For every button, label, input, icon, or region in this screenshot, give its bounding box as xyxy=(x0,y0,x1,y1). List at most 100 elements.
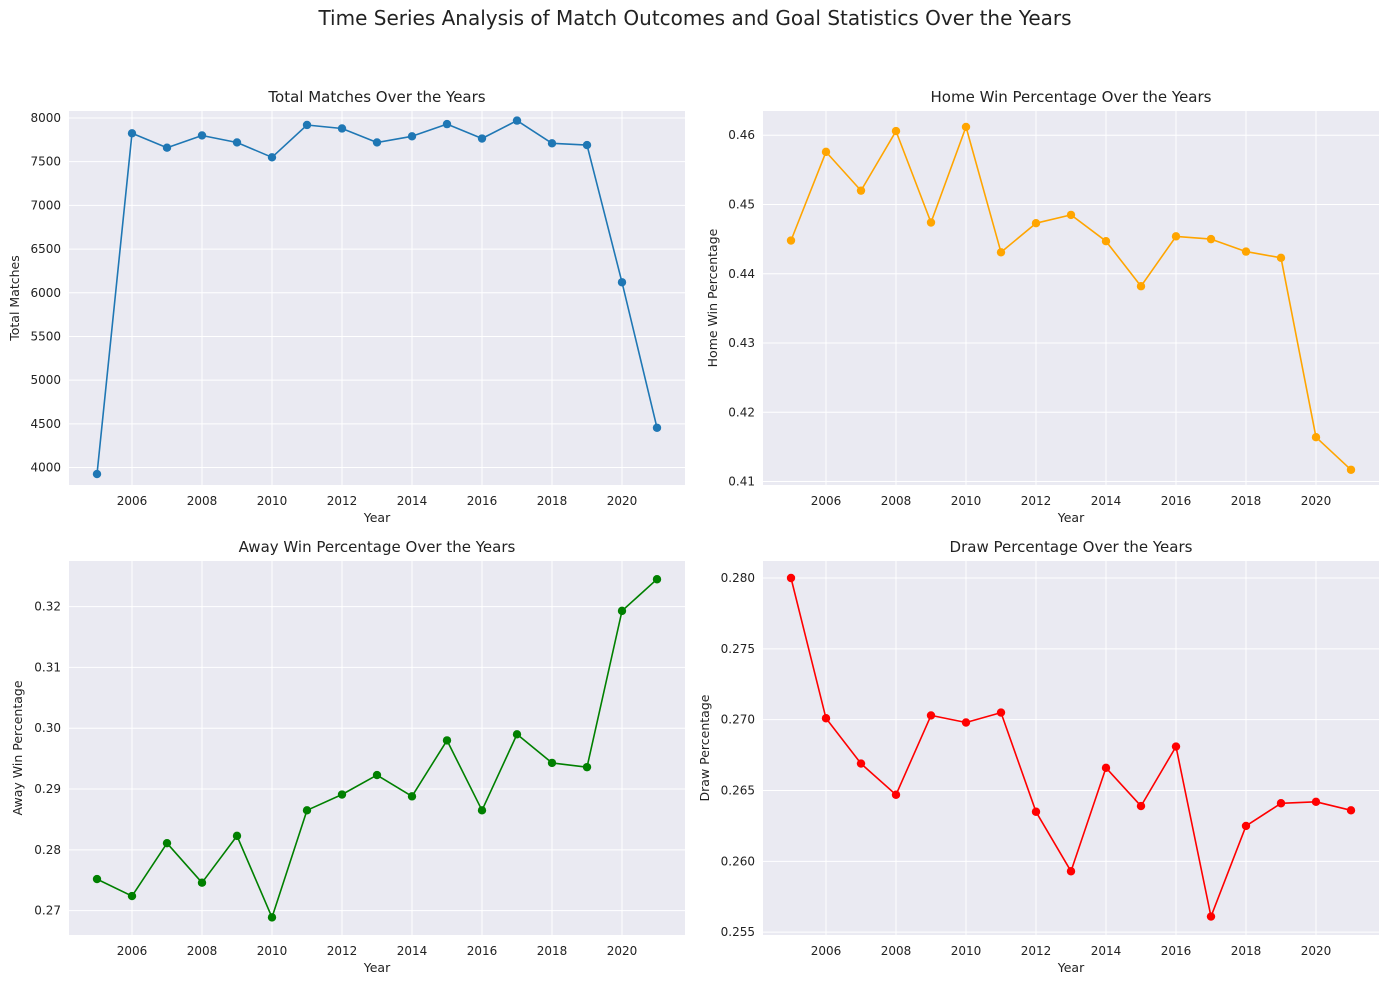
data-point xyxy=(232,831,242,841)
subplot-2: 2006 2008 2010 2012 2014 2016 2018 2020 0.41 0.42… xyxy=(705,88,1379,525)
x-tick-label: 2006 xyxy=(117,944,148,958)
y-tick-label: 0.260 xyxy=(721,854,755,868)
data-point xyxy=(1066,210,1076,220)
data-point xyxy=(512,730,522,739)
data-point xyxy=(1136,282,1146,291)
data-point xyxy=(162,143,172,152)
y-tick-label: 0.275 xyxy=(721,642,755,656)
data-point xyxy=(961,122,971,132)
data-point xyxy=(197,131,207,140)
x-tick-label: 2016 xyxy=(467,494,498,508)
y-axis-label: Total Matches xyxy=(7,255,22,342)
subplot-title: Home Win Percentage Over the Years xyxy=(931,88,1212,106)
data-point xyxy=(92,469,102,479)
x-tick-label: 2020 xyxy=(607,494,638,508)
data-point xyxy=(1136,801,1146,811)
data-point xyxy=(1311,433,1321,442)
y-tick-label: 4000 xyxy=(30,461,61,475)
data-point xyxy=(582,140,592,150)
x-tick-label: 2010 xyxy=(951,494,982,508)
data-point xyxy=(856,186,866,195)
data-point xyxy=(267,153,277,162)
data-point xyxy=(1101,763,1111,773)
x-tick-label: 2010 xyxy=(257,944,288,958)
data-point xyxy=(926,218,936,227)
x-tick-label: 2010 xyxy=(257,494,288,508)
data-point xyxy=(652,423,662,432)
x-tick-label: 2016 xyxy=(1161,944,1192,958)
x-tick-label: 2006 xyxy=(811,494,842,508)
x-tick-label: 2012 xyxy=(327,494,358,508)
data-point xyxy=(477,806,487,815)
data-point xyxy=(337,790,347,799)
data-point xyxy=(891,126,901,136)
x-tick-label: 2018 xyxy=(537,944,568,958)
y-tick-label: 0.27 xyxy=(34,904,61,918)
plot-area xyxy=(69,561,685,935)
data-point xyxy=(442,119,452,129)
data-point xyxy=(512,116,522,125)
x-tick-label: 2018 xyxy=(1231,494,1262,508)
x-axis-label: Year xyxy=(1057,960,1085,975)
data-point xyxy=(786,236,796,245)
x-tick-label: 2006 xyxy=(811,944,842,958)
x-tick-label: 2012 xyxy=(1021,944,1052,958)
x-tick-label: 2008 xyxy=(881,494,912,508)
x-tick-label: 2010 xyxy=(951,944,982,958)
data-point xyxy=(652,575,662,584)
data-point xyxy=(961,718,971,727)
y-tick-label: 0.30 xyxy=(34,721,61,735)
x-tick-label: 2020 xyxy=(607,944,638,958)
y-tick-label: 7500 xyxy=(30,155,61,169)
subplot-4: 2006 2008 2010 2012 2014 2016 2018 2020 0.255 0.2… xyxy=(697,538,1379,975)
data-point xyxy=(821,147,831,157)
subplot-title: Total Matches Over the Years xyxy=(267,88,485,106)
data-point xyxy=(127,129,137,138)
y-tick-label: 6500 xyxy=(30,242,61,256)
y-tick-label: 4500 xyxy=(30,417,61,431)
y-tick-label: 0.31 xyxy=(34,660,61,674)
data-point xyxy=(232,138,242,147)
subplot-1: 2006 2008 2010 2012 2014 2016 2018 2020 4000 4500… xyxy=(7,88,685,525)
y-tick-label: 0.270 xyxy=(721,713,755,727)
y-tick-label: 5000 xyxy=(30,373,61,387)
figure-suptitle: Time Series Analysis of Match Outcomes a… xyxy=(317,6,1071,30)
data-point xyxy=(891,790,901,799)
y-tick-label: 0.42 xyxy=(728,405,755,419)
y-tick-label: 5500 xyxy=(30,329,61,343)
subplot-title: Draw Percentage Over the Years xyxy=(950,538,1193,556)
y-axis-label: Away Win Percentage xyxy=(10,680,25,815)
data-point xyxy=(442,736,452,745)
x-tick-label: 2014 xyxy=(397,944,428,958)
y-tick-label: 0.32 xyxy=(34,600,61,614)
x-tick-label: 2016 xyxy=(1161,494,1192,508)
x-tick-label: 2006 xyxy=(117,494,148,508)
data-point xyxy=(1346,806,1356,815)
y-tick-label: 7000 xyxy=(30,198,61,212)
x-tick-label: 2008 xyxy=(881,944,912,958)
data-point xyxy=(856,759,866,768)
y-tick-label: 6000 xyxy=(30,286,61,300)
data-point xyxy=(267,913,277,922)
y-tick-label: 0.28 xyxy=(34,843,61,857)
x-tick-label: 2016 xyxy=(467,944,498,958)
y-tick-label: 0.255 xyxy=(721,925,755,939)
x-axis-label: Year xyxy=(363,510,391,525)
y-axis-label: Home Win Percentage xyxy=(705,228,720,367)
x-tick-label: 2012 xyxy=(327,944,358,958)
y-tick-label: 0.44 xyxy=(728,267,755,281)
x-tick-label: 2008 xyxy=(187,944,218,958)
x-tick-label: 2012 xyxy=(1021,494,1052,508)
data-point xyxy=(1171,742,1181,751)
data-point xyxy=(617,278,627,287)
data-point xyxy=(1346,465,1356,474)
x-axis-label: Year xyxy=(1057,510,1085,525)
plot-area xyxy=(763,561,1379,935)
y-tick-label: 0.265 xyxy=(721,784,755,798)
subplot-title: Away Win Percentage Over the Years xyxy=(239,538,516,556)
data-point xyxy=(1206,912,1216,921)
y-axis-label: Draw Percentage xyxy=(697,694,712,801)
plot-area xyxy=(69,111,685,485)
data-point xyxy=(617,606,627,616)
